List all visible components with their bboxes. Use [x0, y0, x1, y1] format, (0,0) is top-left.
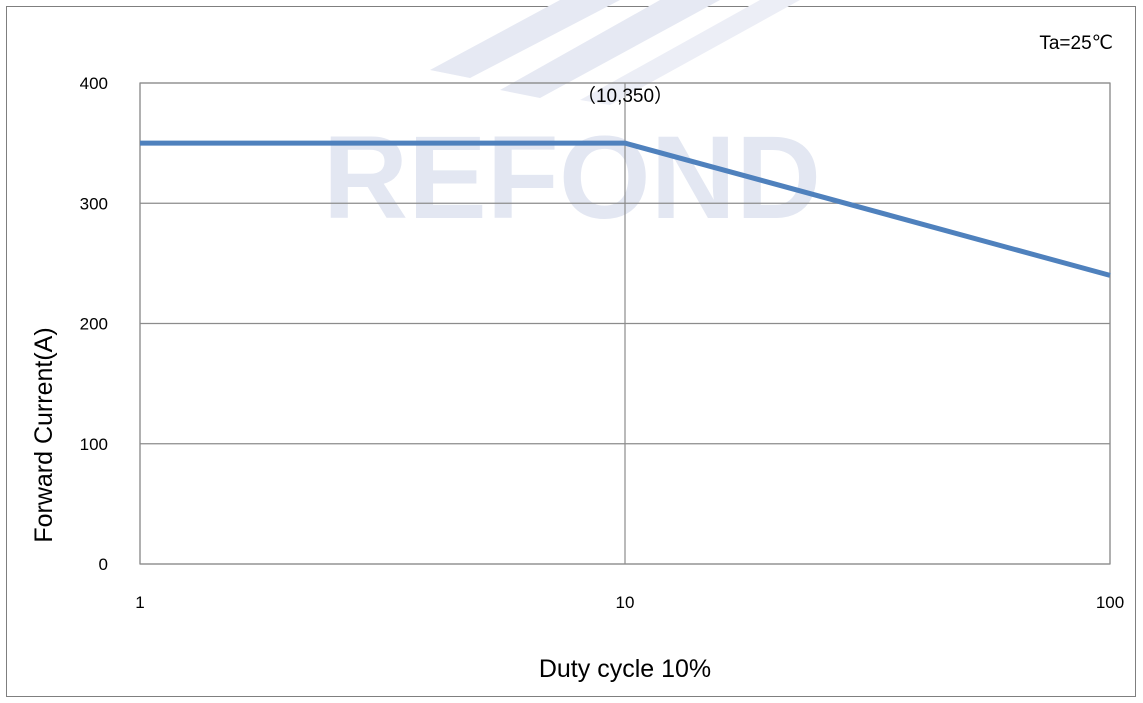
- watermark-logo: REFOND: [323, 0, 821, 244]
- chart-frame: [6, 6, 1136, 697]
- x-tick-label: 10: [616, 593, 635, 612]
- y-tick-label: 0: [99, 555, 108, 574]
- y-tick-labels: 0 100 200 300 400: [80, 74, 108, 574]
- y-tick-label: 300: [80, 194, 108, 213]
- x-tick-labels: 1 10 100: [135, 593, 1124, 612]
- x-tick-label: 1: [135, 593, 144, 612]
- plot-area: [139, 82, 1111, 565]
- series-group: [139, 140, 1111, 278]
- plot-border: [139, 82, 1111, 565]
- watermark-text: REFOND: [323, 112, 821, 244]
- y-tick-label: 200: [80, 315, 108, 334]
- x-axis-title: Duty cycle 10%: [539, 655, 711, 683]
- y-tick-label: 100: [80, 435, 108, 454]
- x-tick-label: 100: [1096, 593, 1124, 612]
- condition-label: Ta=25℃: [1039, 33, 1113, 54]
- y-tick-label: 400: [80, 74, 108, 93]
- data-point-annotation: （10,350）: [577, 85, 673, 107]
- y-axis-title: Forward Current(A): [30, 327, 58, 542]
- grid: [139, 82, 1111, 565]
